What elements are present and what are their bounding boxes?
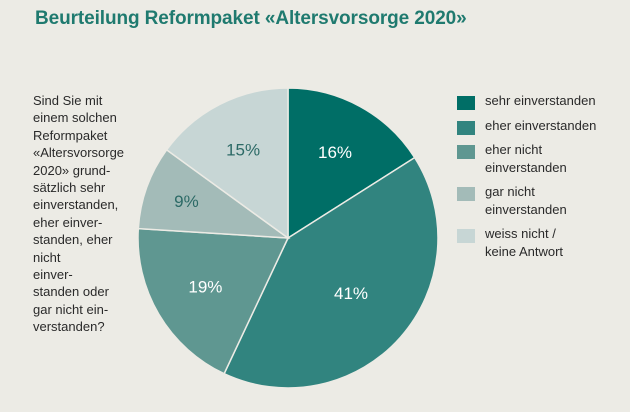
question-line: Reformpaket <box>33 127 108 143</box>
legend-label: einverstanden <box>485 159 567 175</box>
legend-item: eher einverstanden <box>457 117 627 135</box>
question-line: eher einver- <box>33 214 103 230</box>
question-line: 2020» grund- <box>33 162 111 178</box>
legend-item: gar nicht einverstanden <box>457 183 627 218</box>
legend-label: keine Antwort <box>485 243 564 259</box>
question-line: standen oder <box>33 284 109 300</box>
pie-slice-eher-einverstanden <box>223 156 439 389</box>
legend-item: weiss nicht / keine Antwort <box>457 225 627 260</box>
legend-label: eher nicht <box>485 142 543 157</box>
legend-item: eher nicht einverstanden <box>457 141 627 176</box>
legend-label: sehr einverstanden <box>485 93 596 108</box>
legend-label: gar nicht <box>485 184 535 199</box>
slice-value-label: 16% <box>318 143 352 162</box>
legend-swatch <box>457 96 475 110</box>
legend-swatch <box>457 145 475 159</box>
legend-label: weiss nicht / <box>485 226 556 241</box>
question-line: einem solchen <box>33 110 117 126</box>
question-line: gar nicht ein- <box>33 301 109 317</box>
legend-swatch <box>457 120 475 135</box>
question-line: verstanden? <box>33 319 105 335</box>
pie-slice-weiss-nicht-keine-antwort <box>165 87 289 240</box>
slice-value-label: 15% <box>226 140 260 159</box>
legend-label: eher einverstanden <box>485 117 597 133</box>
question-line: einver- <box>33 267 73 283</box>
question-line: standen, eher <box>33 232 113 248</box>
question-line: einverstanden, <box>33 197 119 213</box>
pie-slice-eher-nicht-einverstanden <box>137 227 290 375</box>
survey-question: Sind Sie mit einem solchen Reformpaket «Alt… <box>33 92 153 336</box>
question-line: «Altersvorsorge <box>33 145 125 161</box>
legend-label: einverstanden <box>485 201 567 217</box>
question-line: nicht <box>33 249 61 265</box>
pie-slice-gar-nicht-einverstanden <box>137 148 291 239</box>
slice-value-label: 41% <box>334 284 368 303</box>
pie-slices <box>137 87 439 389</box>
legend: sehr einverstanden eher einverstanden eher… <box>457 92 627 267</box>
pie-slice-labels: 16% 41% 19% 9% 15% <box>174 140 368 303</box>
question-line: Sind Sie mit <box>33 93 103 108</box>
slice-value-label: 19% <box>188 277 222 296</box>
pie-slice-sehr-einverstanden <box>287 87 416 240</box>
question-line: sätzlich sehr <box>33 180 106 196</box>
chart-title: Beurteilung Reformpaket «Altersvorsorge … <box>35 8 467 29</box>
legend-item: sehr einverstanden <box>457 92 627 110</box>
slice-value-label: 9% <box>174 192 199 211</box>
legend-swatch <box>457 229 475 243</box>
legend-swatch <box>457 187 475 201</box>
